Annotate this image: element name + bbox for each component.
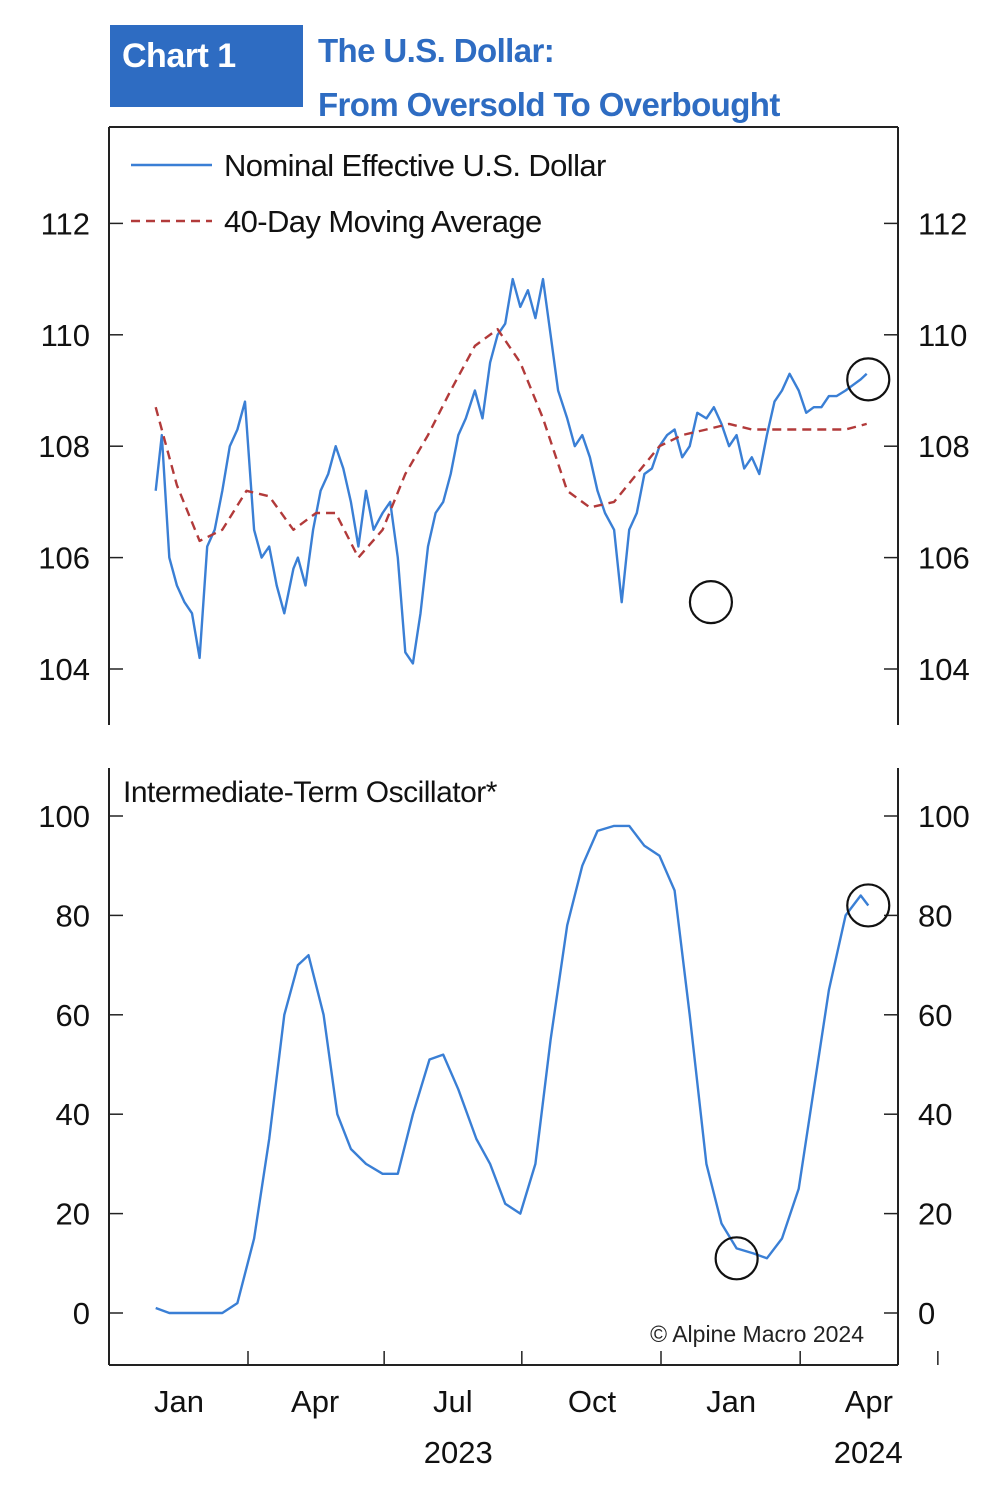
circle-marker-icon (688, 580, 734, 625)
copyright-text: © Alpine Macro 2024 (650, 1321, 864, 1347)
y-tick-label-left: 60 (56, 998, 90, 1033)
y-tick-label-left: 20 (56, 1197, 90, 1232)
y-tick-label-right: 20 (918, 1197, 952, 1232)
chart-number-label: Chart 1 (122, 37, 236, 75)
chart-title-line-2: From Oversold To Overbought (318, 86, 780, 123)
dollar-index-line (154, 277, 868, 665)
circle-marker-icon (846, 883, 891, 928)
legend-label: Nominal Effective U.S. Dollar (224, 148, 606, 183)
x-tick-label: Apr (291, 1384, 339, 1419)
top-panel: 104 104 106 106 108 108 110 110 112 112 Nominal Ef… (38, 126, 970, 725)
y-tick-label-left: 104 (38, 652, 90, 687)
x-tick-label: Jan (706, 1384, 756, 1419)
y-tick-label-left: 106 (38, 541, 90, 576)
x-tick-label: Jul (433, 1384, 473, 1419)
bottom-panel: 0 0 20 20 40 40 60 60 80 80 100 100 Intermediate-Ter… (38, 768, 970, 1366)
y-tick-label-left: 40 (56, 1097, 90, 1132)
y-tick-label-left: 0 (73, 1296, 90, 1331)
y-tick-label-right: 110 (918, 318, 967, 353)
y-tick-label-left: 108 (38, 429, 90, 464)
circle-marker-icon (846, 357, 891, 402)
y-tick-label-left: 110 (41, 318, 90, 353)
y-tick-label-right: 40 (918, 1097, 952, 1132)
chart-title-line-1: The U.S. Dollar: (318, 32, 555, 69)
x-year-label: 2024 (834, 1435, 903, 1470)
x-tick-label: Jan (154, 1384, 204, 1419)
y-tick-label-right: 60 (918, 998, 952, 1033)
chart-title: The U.S. Dollar: From Oversold To Overbo… (318, 24, 780, 132)
oscillator-title: Intermediate-Term Oscillator* (123, 776, 498, 809)
x-tick-label: Apr (845, 1384, 893, 1419)
y-tick-label-left: 112 (41, 206, 90, 241)
y-tick-label-right: 100 (918, 799, 970, 834)
y-tick-label-left: 80 (56, 898, 90, 933)
y-tick-label-right: 0 (918, 1296, 935, 1331)
y-tick-label-right: 108 (918, 429, 970, 464)
oscillator-line (155, 824, 870, 1315)
y-tick-label-right: 112 (918, 206, 967, 241)
y-tick-label-left: 100 (38, 799, 90, 834)
legend-label: 40-Day Moving Average (224, 204, 542, 239)
x-axis: Jan Apr Jul Oct Jan Apr 2023 2024 (154, 1351, 939, 1470)
x-year-label: 2023 (424, 1435, 493, 1470)
y-tick-label-right: 106 (918, 541, 970, 576)
moving-average-line (154, 328, 868, 559)
circle-marker-icon (714, 1236, 759, 1281)
chart-number-badge: Chart 1 (110, 25, 303, 107)
y-tick-label-right: 104 (918, 652, 970, 687)
y-tick-label-right: 80 (918, 898, 952, 933)
x-tick-label: Oct (568, 1384, 617, 1419)
